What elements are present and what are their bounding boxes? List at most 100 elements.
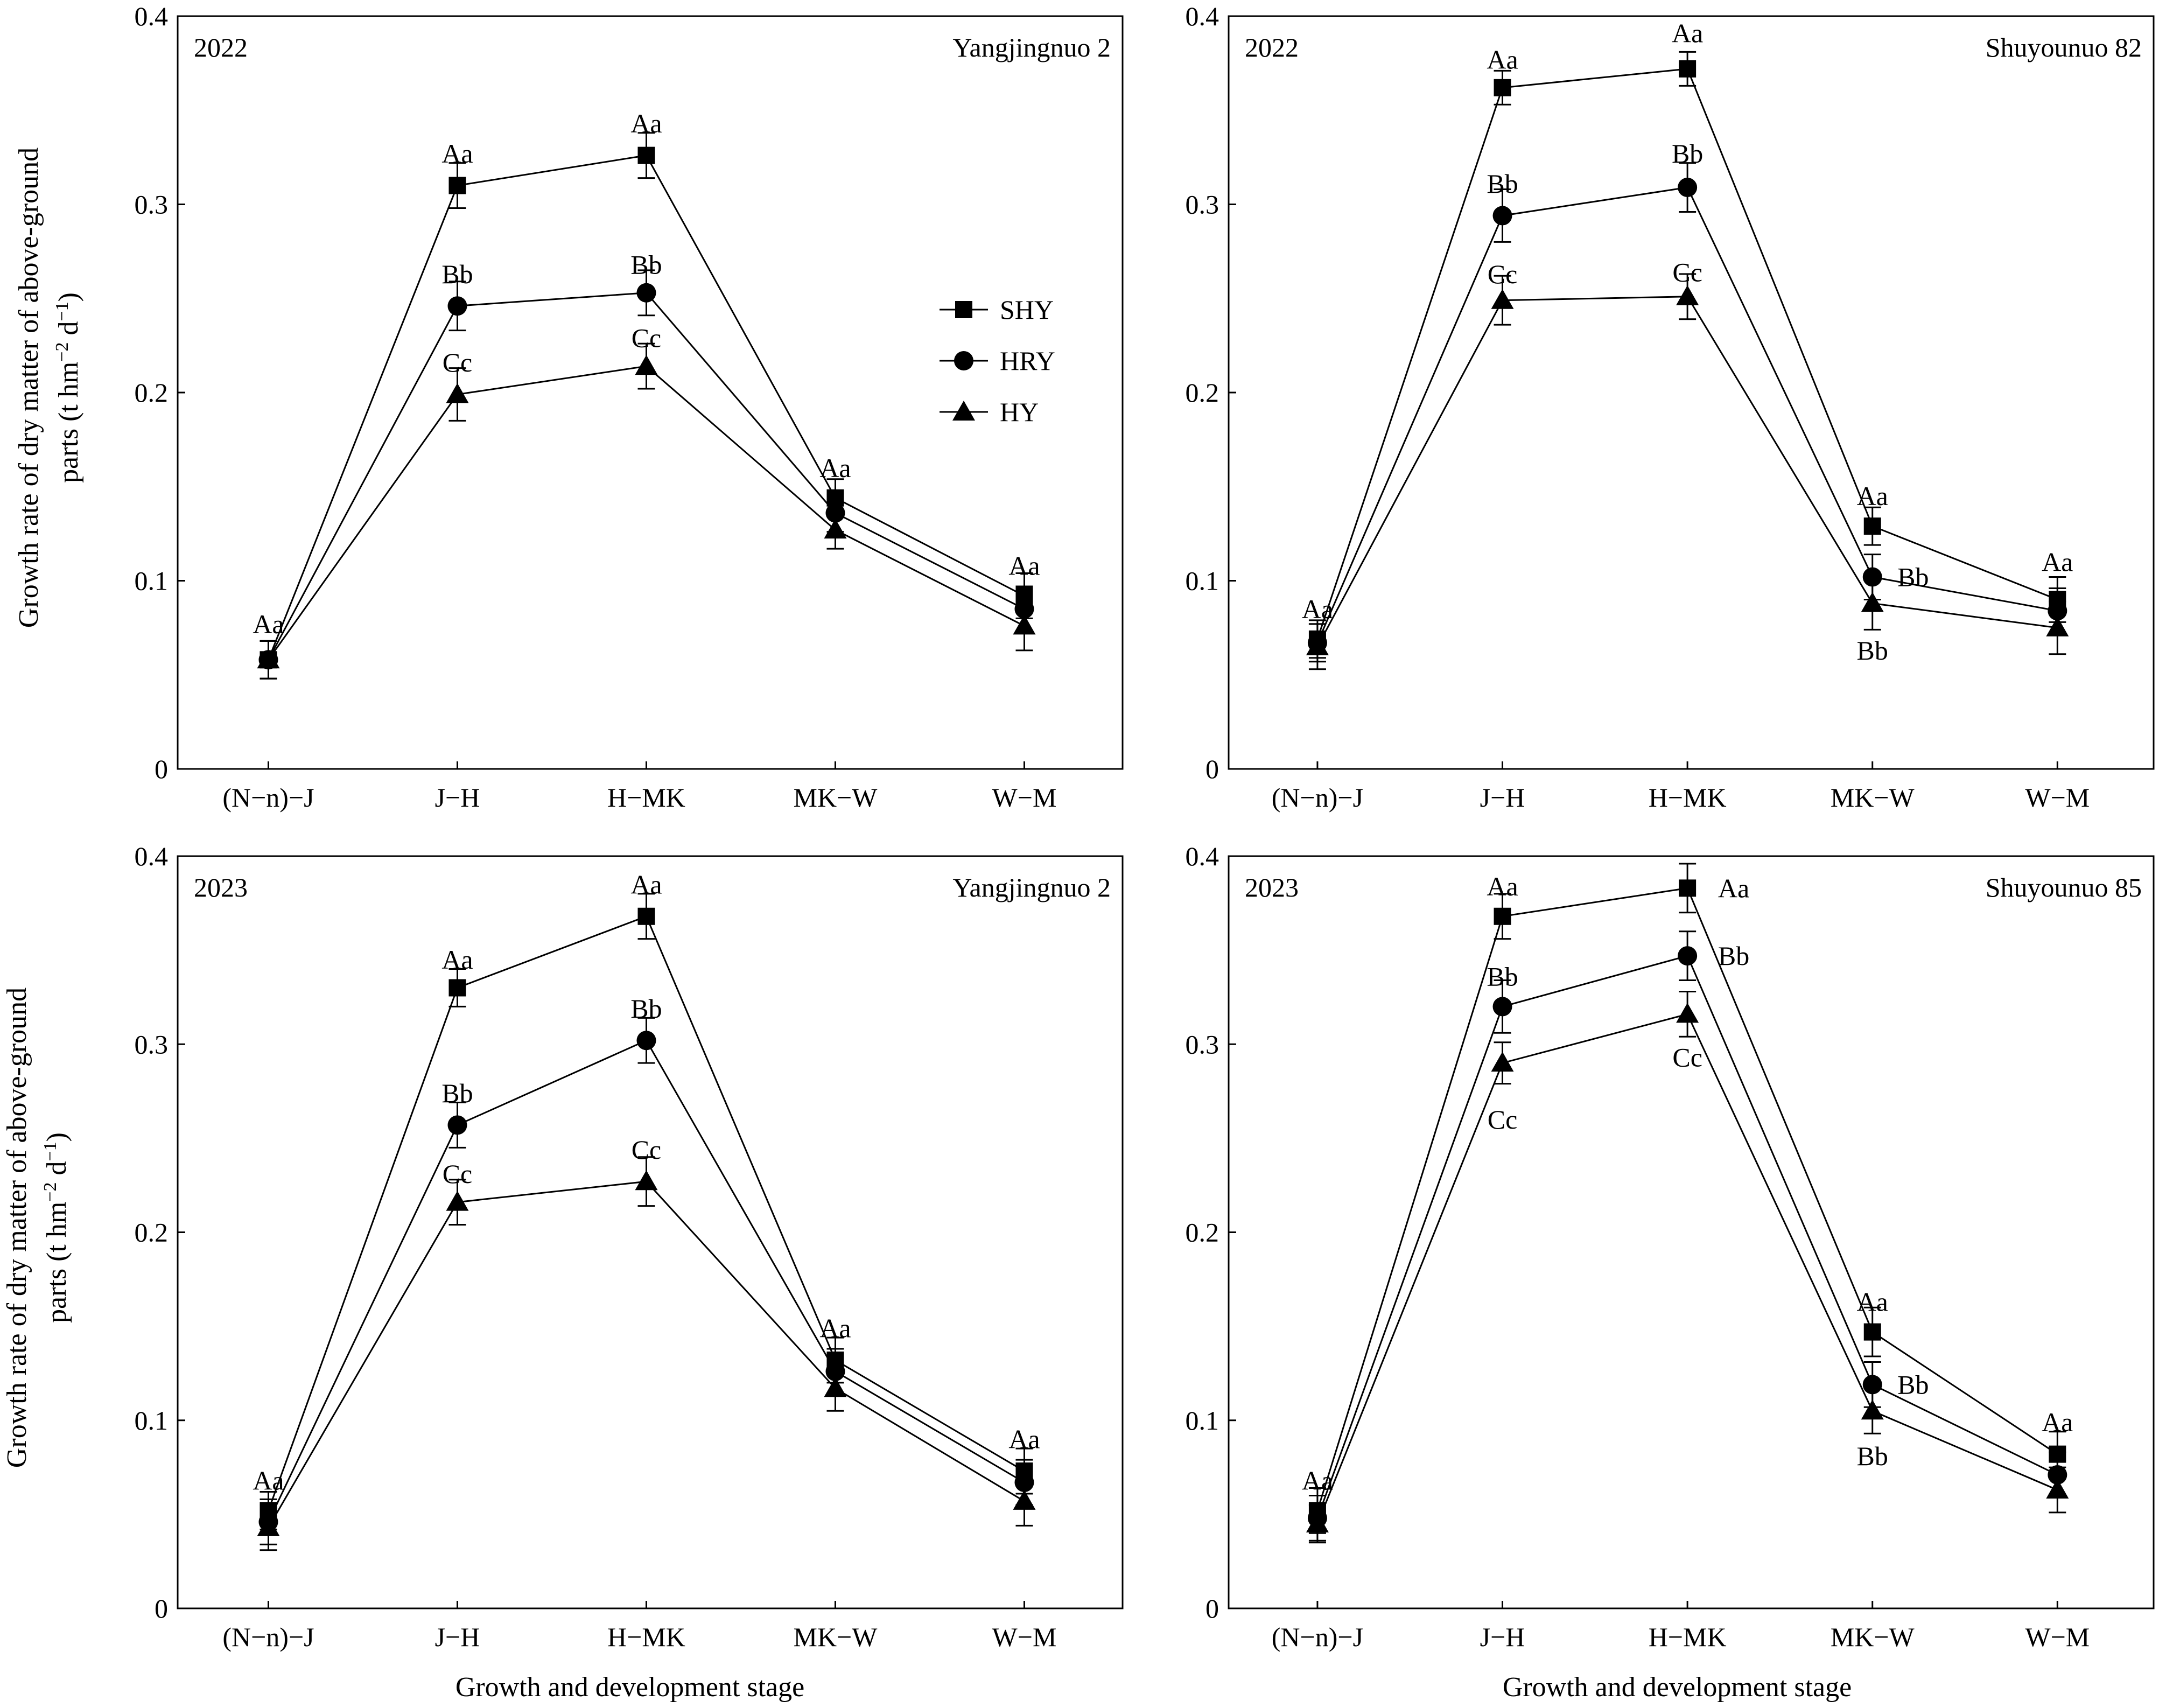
x-tick-label: H−MK: [607, 782, 685, 813]
significance-label: Aa: [1487, 44, 1518, 74]
y-tick-label: 0.2: [1186, 1217, 1219, 1248]
panel-2022-shuyounuo-82: 0 0.1 0.2 0.3 0.4 (N−n)−J J−H H−MK MK−W W−M 2022 Sh…: [1186, 1, 2155, 813]
significance-label: Aa: [630, 869, 662, 899]
data-point-hy: [257, 1516, 280, 1536]
panel-2022-yangjingnuo-2: 0 0.1 0.2 0.3 0.4 (N−n)−J J−H H−MK MK−W W−M 2022 Ya…: [135, 1, 1124, 813]
data-point-hy: [257, 648, 280, 669]
data-point-shy: [1679, 60, 1697, 78]
significance-label: Cc: [443, 1159, 473, 1189]
significance-label: Aa: [630, 108, 662, 138]
significance-label: Aa: [1857, 481, 1888, 511]
x-tick-label: J−H: [435, 782, 480, 813]
y-tick-label: 0: [1205, 754, 1219, 784]
significance-label: Aa: [2042, 1407, 2073, 1437]
x-tick-label: H−MK: [607, 1622, 685, 1652]
data-point-hry: [447, 1115, 467, 1135]
data-point-hy: [1861, 592, 1884, 612]
data-point-shy: [1863, 517, 1881, 535]
legend-label: HRY: [1000, 346, 1055, 376]
significance-label: Aa: [1008, 551, 1040, 581]
y-tick-label: 0.3: [1186, 190, 1219, 220]
x-tick-label: J−H: [435, 1622, 480, 1652]
significance-label: Aa: [441, 944, 473, 975]
y-axis-title-line1: Growth rate of dry matter of above-groun…: [2, 988, 32, 1468]
data-point-hry: [1862, 1375, 1882, 1395]
x-tick-label: J−H: [1480, 1622, 1525, 1652]
data-point-hry: [1678, 178, 1698, 198]
data-point-hy: [1306, 635, 1329, 655]
x-axis-title-left: Growth and development stage: [455, 1672, 804, 1703]
y-tick-label: 0.1: [135, 1405, 169, 1436]
y-tick-label: 0.4: [1186, 1, 1219, 31]
data-point-hy: [1491, 289, 1514, 309]
x-tick-label: (N−n)−J: [222, 1622, 314, 1652]
y-axis-title-top: Growth rate of dry matter of above-groun…: [13, 148, 84, 628]
y-tick-label: 0.2: [135, 377, 169, 408]
panel-year-label: 2023: [1245, 872, 1299, 902]
y-tick-label: 0.1: [1186, 566, 1219, 596]
significance-label: Aa: [1857, 1287, 1888, 1317]
legend-label: SHY: [1000, 295, 1054, 325]
significance-label: Cc: [1672, 257, 1702, 287]
data-point-hy: [1306, 1512, 1329, 1532]
x-tick-label: MK−W: [1831, 1622, 1915, 1652]
x-axis-title-right: Growth and development stage: [1503, 1672, 1852, 1703]
data-point-shy: [1494, 907, 1511, 925]
legend-marker-hry: [954, 351, 973, 370]
significance-label: Bb: [630, 249, 662, 279]
y-axis-title-line2: parts (t hm−2 d−1): [52, 292, 85, 483]
significance-label: Aa: [1672, 18, 1703, 48]
y-tick-label: 0.4: [135, 1, 169, 31]
panel-variety-label: Shuyounuo 85: [1986, 872, 2142, 902]
significance-label: Aa: [819, 453, 851, 483]
y-tick-label: 0.3: [135, 1029, 169, 1059]
data-point-shy: [448, 177, 466, 194]
data-point-hy: [1491, 1052, 1514, 1072]
significance-label: Bb: [441, 1078, 473, 1108]
significance-label: Aa: [819, 1313, 851, 1343]
data-point-hy: [1013, 1489, 1036, 1510]
significance-label: Cc: [443, 347, 473, 377]
y-tick-label: 0.4: [1186, 841, 1219, 871]
legend: SHY HRY HY: [940, 295, 1055, 427]
significance-label: Aa: [1302, 1466, 1333, 1496]
significance-label: Bb: [441, 259, 473, 289]
data-point-hry: [1678, 946, 1698, 966]
panel-2023-shuyounuo-85: 0 0.1 0.2 0.3 0.4 (N−n)−J J−H H−MK MK−W W−M 2023 Sh…: [1186, 841, 2155, 1652]
y-tick-label: 0.4: [135, 841, 169, 871]
y-tick-label: 0.3: [135, 190, 169, 220]
data-point-hy: [2046, 1478, 2069, 1499]
data-point-hry: [636, 1031, 656, 1051]
data-point-shy: [1494, 79, 1511, 96]
significance-label: Bb: [1897, 562, 1929, 592]
y-tick-label: 0.1: [1186, 1405, 1219, 1436]
panel-variety-label: Yangjingnuo 2: [952, 32, 1111, 62]
data-point-hy: [1013, 614, 1036, 635]
legend-marker-shy: [955, 301, 972, 318]
significance-label: Aa: [253, 1466, 284, 1496]
data-point-hry: [1492, 206, 1512, 226]
x-tick-label: (N−n)−J: [1272, 782, 1363, 813]
legend-marker-hy: [952, 401, 975, 421]
data-point-hy: [635, 1170, 658, 1191]
data-point-hy: [1676, 1003, 1699, 1023]
x-tick-label: J−H: [1480, 782, 1525, 813]
significance-label: Bb: [1487, 962, 1518, 992]
data-point-shy: [1679, 879, 1697, 897]
data-point-hy: [1861, 1399, 1884, 1420]
x-tick-label: (N−n)−J: [1272, 1622, 1363, 1652]
data-point-shy: [1863, 1323, 1881, 1341]
legend-label: HY: [1000, 397, 1039, 427]
x-tick-label: MK−W: [793, 1622, 878, 1652]
y-tick-label: 0.3: [1186, 1029, 1219, 1059]
significance-label: Cc: [1672, 1042, 1702, 1073]
panel-year-label: 2022: [194, 32, 248, 62]
panel-2023-yangjingnuo-2: 0 0.1 0.2 0.3 0.4 (N−n)−J J−H H−MK MK−W W−M 2023 Ya…: [135, 841, 1124, 1652]
data-point-hy: [824, 519, 847, 539]
data-point-hy: [1676, 285, 1699, 305]
significance-label: Cc: [1488, 1104, 1518, 1135]
y-tick-label: 0: [1205, 1593, 1219, 1623]
data-point-shy: [637, 907, 655, 925]
y-tick-label: 0: [155, 754, 168, 784]
data-point-hry: [1492, 997, 1512, 1017]
